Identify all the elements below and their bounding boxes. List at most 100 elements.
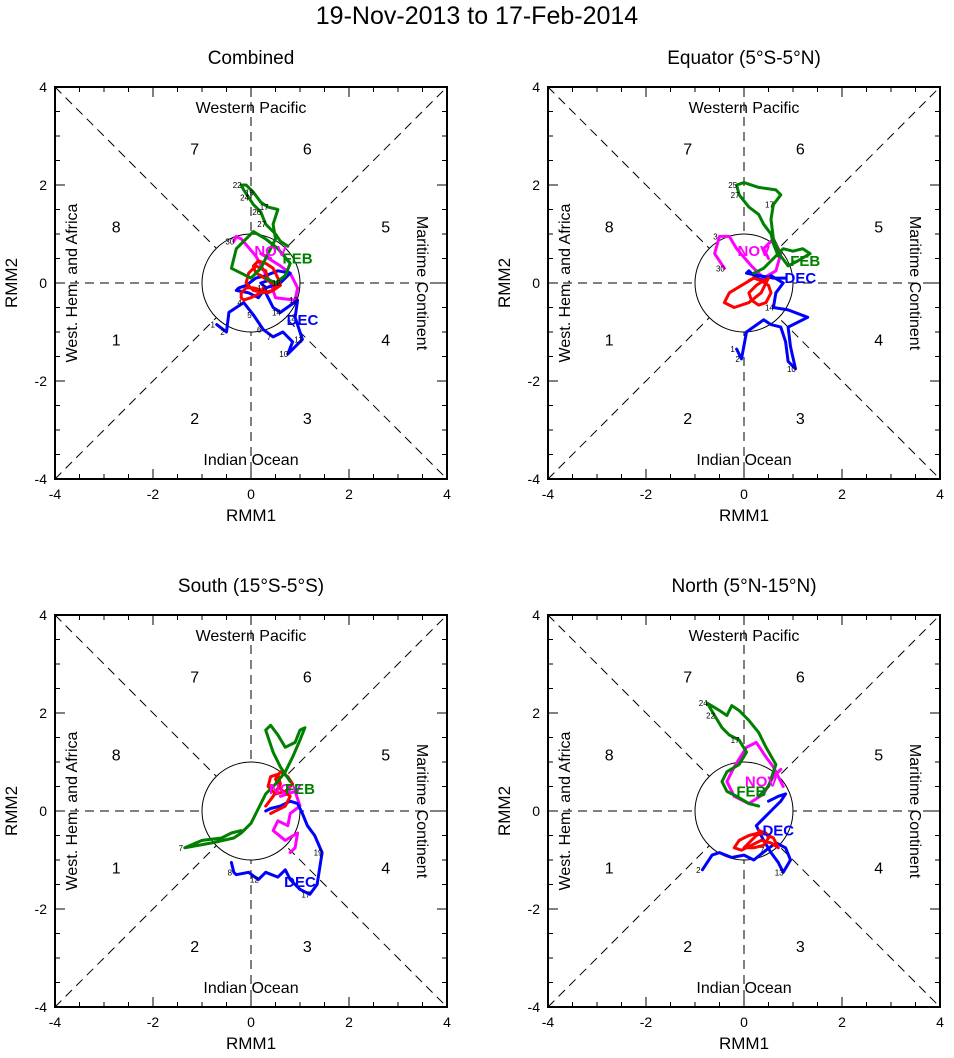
series-line-dec [700, 792, 792, 874]
y-axis-label: RMM2 [2, 786, 21, 836]
y-tick-label: -4 [35, 999, 48, 1015]
phase-number-3: 3 [303, 411, 312, 428]
day-label: 13 [289, 296, 298, 305]
day-label: 14 [272, 308, 281, 317]
phase-number-1: 1 [605, 332, 614, 349]
y-tick-label: 2 [532, 177, 540, 193]
panel-title: North (5°N-15°N) [671, 576, 816, 597]
day-label: 1 [210, 321, 215, 330]
day-label: 6 [257, 326, 262, 335]
region-label-left: West. Hem. and Africa [64, 203, 81, 362]
month-label-feb: FEB [283, 251, 313, 268]
day-label: 4 [237, 299, 242, 308]
region-label-bottom: Indian Ocean [696, 980, 791, 997]
x-tick-label: 2 [838, 1014, 846, 1030]
month-label-dec: DEC [287, 312, 319, 329]
phase-number-6: 6 [796, 141, 805, 158]
phase-number-6: 6 [303, 669, 312, 686]
region-label-bottom: Indian Ocean [203, 980, 298, 997]
x-tick-label: -2 [147, 1014, 160, 1030]
day-label: 26 [252, 208, 261, 217]
x-tick-label: -4 [49, 1014, 62, 1030]
day-label: 18 [272, 279, 281, 288]
y-tick-label: 2 [39, 177, 47, 193]
day-label: 17 [731, 736, 740, 745]
day-label: 24 [699, 699, 708, 708]
series-line-nov [271, 789, 302, 855]
day-label: 7 [179, 844, 184, 853]
phase-number-6: 6 [796, 669, 805, 686]
phase-number-8: 8 [112, 748, 121, 765]
month-label-dec: DEC [762, 823, 794, 840]
month-label-nov: NOV [745, 774, 778, 791]
y-tick-label: 4 [532, 607, 540, 623]
series-line-jan [722, 276, 773, 309]
day-label: 5 [247, 311, 252, 320]
phase-number-3: 3 [796, 411, 805, 428]
month-label-feb: FEB [790, 253, 820, 270]
phase-number-7: 7 [683, 669, 692, 686]
phase-number-5: 5 [381, 748, 390, 765]
y-tick-label: -2 [35, 901, 48, 917]
region-label-right: Maritime Continent [906, 744, 923, 879]
day-label: 10 [787, 365, 796, 374]
day-label: 30 [225, 237, 234, 246]
day-label: 2 [696, 866, 701, 875]
y-tick-label: -4 [35, 471, 48, 487]
phase-number-2: 2 [190, 939, 199, 956]
phase-number-8: 8 [605, 220, 614, 237]
x-tick-label: 0 [247, 1014, 255, 1030]
phase-number-4: 4 [381, 860, 390, 877]
y-axis-label: RMM2 [495, 258, 514, 308]
phase-number-7: 7 [683, 141, 692, 158]
phase-number-1: 1 [112, 860, 121, 877]
day-label: 7 [267, 333, 272, 342]
x-tick-label: 2 [345, 486, 353, 502]
phase-number-7: 7 [190, 141, 199, 158]
x-axis-label: RMM1 [719, 506, 769, 525]
y-tick-label: 2 [532, 705, 540, 721]
phase-number-8: 8 [605, 748, 614, 765]
region-label-top: Western Pacific [689, 628, 800, 645]
day-label: 17 [260, 203, 269, 212]
panel-3: South (15°S-5°S) Western Pacific Indian Oc… [2, 576, 451, 1053]
phase-number-3: 3 [796, 939, 805, 956]
day-label: 13 [775, 868, 784, 877]
y-tick-label: 4 [532, 79, 540, 95]
month-label-nov: NOV [254, 243, 287, 260]
day-label: 2 [735, 355, 740, 364]
day-label: 12 [250, 876, 259, 885]
phase-number-2: 2 [683, 411, 692, 428]
x-tick-label: 0 [247, 486, 255, 502]
phase-number-3: 3 [303, 939, 312, 956]
y-tick-label: 0 [532, 803, 540, 819]
x-tick-label: 2 [838, 486, 846, 502]
series-line-dec [735, 269, 810, 371]
region-label-right: Maritime Continent [413, 216, 430, 351]
region-label-left: West. Hem. and Africa [557, 203, 574, 362]
phase-number-2: 2 [190, 411, 199, 428]
panel-1: Combined Western Pacific Indian Ocean West.… [2, 48, 451, 525]
day-label: 8 [228, 868, 233, 877]
x-tick-label: -2 [640, 1014, 653, 1030]
x-axis-label: RMM1 [719, 1034, 769, 1053]
series-line-feb [229, 183, 292, 285]
panel-2: Equator (5°S-5°N) Western Pacific Indian O… [495, 48, 944, 525]
y-axis-label: RMM2 [2, 258, 21, 308]
day-label: 24 [240, 193, 249, 202]
region-label-right: Maritime Continent [413, 744, 430, 879]
day-label: 27 [731, 191, 740, 200]
day-label: 25 [728, 181, 737, 190]
series-line-jan [239, 259, 282, 302]
phase-number-2: 2 [683, 939, 692, 956]
panel-title: Combined [208, 48, 295, 69]
x-tick-label: -2 [640, 486, 653, 502]
y-tick-label: -2 [528, 373, 541, 389]
series-line-dec [229, 799, 324, 896]
y-axis-label: RMM2 [495, 786, 514, 836]
y-tick-label: -2 [35, 373, 48, 389]
y-tick-label: 4 [39, 79, 47, 95]
x-axis-label: RMM1 [226, 506, 276, 525]
phase-number-7: 7 [190, 669, 199, 686]
